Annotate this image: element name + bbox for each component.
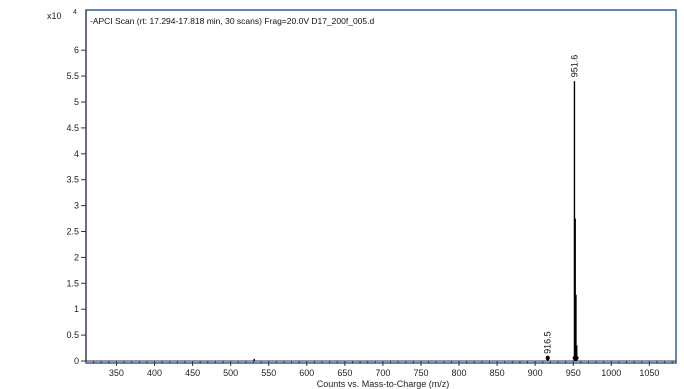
x-tick-label: 850 <box>490 368 505 378</box>
x-axis-title: Counts vs. Mass-to-Charge (m/z) <box>317 379 450 389</box>
y-tick-label: 0.5 <box>66 330 79 340</box>
y-tick-label: 1 <box>74 304 79 314</box>
x-tick-label: 900 <box>528 368 543 378</box>
y-tick-label: 5.5 <box>66 71 79 81</box>
x-tick-label: 650 <box>337 368 352 378</box>
x-tick-label: 500 <box>223 368 238 378</box>
peak-label: 916.5 <box>543 331 553 354</box>
y-tick-label: 3.5 <box>66 175 79 185</box>
spectrum-peaks <box>253 81 579 361</box>
x-tick-label: 1000 <box>601 368 621 378</box>
x-tick-label: 450 <box>185 368 200 378</box>
y-tick-label: 6 <box>74 45 79 55</box>
x-tick-label: 1050 <box>639 368 659 378</box>
y-multiplier-label: x10 <box>47 11 62 21</box>
peak-label: 951.6 <box>569 55 579 78</box>
x-tick-label: 600 <box>299 368 314 378</box>
y-tick-label: 2 <box>74 252 79 262</box>
x-tick-label: 800 <box>452 368 467 378</box>
x-tick-label: 950 <box>566 368 581 378</box>
y-ticks: 0 0.5 1 1.5 2 2.5 3 3.5 4 4.5 5 5.5 6 <box>66 45 86 366</box>
chart-title: -APCI Scan (rt: 17.294-17.818 min, 30 sc… <box>90 16 374 26</box>
x-tick-label: 350 <box>109 368 124 378</box>
x-tick-label: 550 <box>261 368 276 378</box>
x-tick-label: 750 <box>413 368 428 378</box>
y-tick-label: 3 <box>74 201 79 211</box>
peak-cluster-base <box>572 355 579 361</box>
y-tick-label: 2.5 <box>66 227 79 237</box>
y-tick-label: 4.5 <box>66 123 79 133</box>
y-tick-label: 1.5 <box>66 278 79 288</box>
peak-labels: 951.6 916.5 <box>543 55 580 354</box>
x-tick-label: 700 <box>375 368 390 378</box>
x-tick-label: 400 <box>147 368 162 378</box>
y-tick-label: 4 <box>74 149 79 159</box>
x-ticks: 350 400 450 500 550 600 650 700 750 800 850 900 950 1… <box>93 361 673 378</box>
peak-cluster-base <box>545 355 550 361</box>
y-tick-label: 0 <box>74 356 79 366</box>
y-tick-label: 5 <box>74 97 79 107</box>
y-multiplier-exponent: 4 <box>73 9 77 16</box>
